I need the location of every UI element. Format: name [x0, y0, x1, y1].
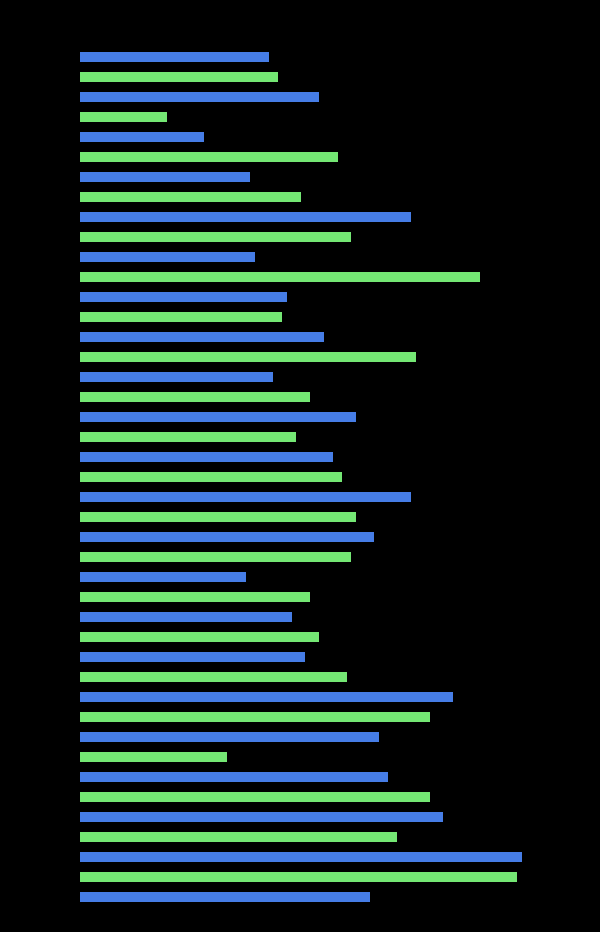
bar	[80, 512, 356, 522]
bar	[80, 312, 282, 322]
bar	[80, 172, 250, 182]
bar	[80, 112, 167, 122]
bar	[80, 252, 255, 262]
bar	[80, 392, 310, 402]
bar	[80, 292, 287, 302]
bar	[80, 52, 269, 62]
bar	[80, 652, 305, 662]
bar	[80, 132, 204, 142]
bar	[80, 812, 443, 822]
bar	[80, 352, 416, 362]
bar	[80, 672, 347, 682]
bar	[80, 412, 356, 422]
bar	[80, 152, 338, 162]
bar	[80, 572, 246, 582]
bar	[80, 832, 397, 842]
bar	[80, 472, 342, 482]
bar	[80, 452, 333, 462]
bar	[80, 492, 411, 502]
bar	[80, 692, 453, 702]
bar	[80, 372, 273, 382]
bar	[80, 892, 370, 902]
bar	[80, 92, 319, 102]
horizontal-bar-chart	[0, 0, 600, 932]
bar	[80, 772, 388, 782]
bar	[80, 792, 430, 802]
bar	[80, 232, 351, 242]
bar	[80, 852, 522, 862]
bar	[80, 272, 480, 282]
bar	[80, 872, 517, 882]
bar	[80, 212, 411, 222]
bar	[80, 552, 351, 562]
bar	[80, 632, 319, 642]
bar	[80, 432, 296, 442]
bar	[80, 732, 379, 742]
bar	[80, 532, 374, 542]
bar	[80, 192, 301, 202]
bar	[80, 752, 227, 762]
bar	[80, 72, 278, 82]
bar	[80, 592, 310, 602]
bar	[80, 712, 430, 722]
bar	[80, 332, 324, 342]
bar	[80, 612, 292, 622]
